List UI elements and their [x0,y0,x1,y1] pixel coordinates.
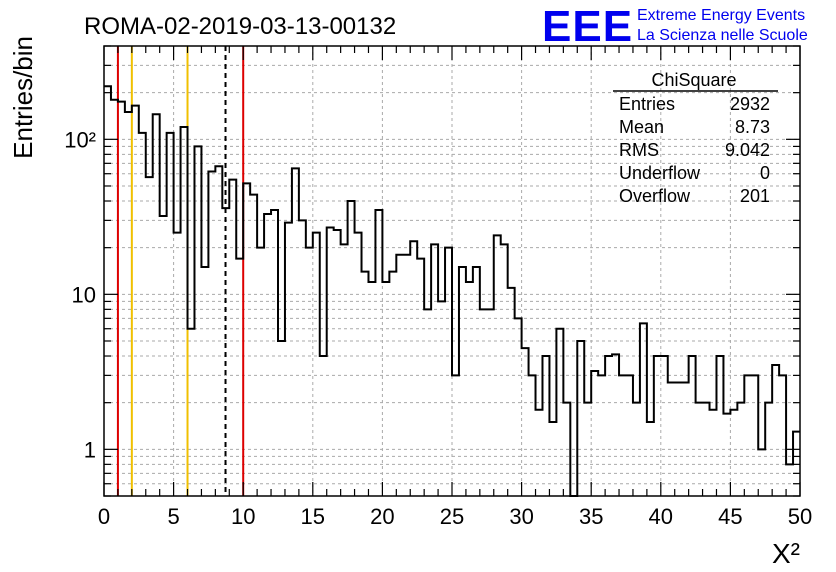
x-tick-label: 20 [370,504,394,529]
x-tick-label: 10 [231,504,255,529]
stats-value-entries: 2932 [730,94,770,114]
x-tick-label: 35 [579,504,603,529]
y-tick-labels: 1 10 10² [64,127,96,462]
x-tick-label: 30 [509,504,533,529]
stats-label-mean: Mean [619,117,664,137]
y-tick-label: 1 [84,437,96,462]
logo-line-1: Extreme Energy Events [637,7,805,24]
y-tick-label: 10 [72,282,96,307]
x-tick-labels: 0 5 10 15 20 25 30 35 40 45 50 [98,504,812,529]
x-tick-label: 15 [301,504,325,529]
logo-line-2: La Scienza nelle Scuole [637,27,808,44]
marker-lines [116,46,245,496]
stats-title: ChiSquare [651,70,736,90]
stats-value-overflow: 201 [740,186,770,206]
axis-ticks [103,45,801,497]
stats-value-rms: 9.042 [725,140,770,160]
x-tick-label: 5 [167,504,179,529]
logo-mark: EEE [542,2,633,51]
stats-label-overflow: Overflow [619,186,691,206]
x-tick-label: 0 [98,504,110,529]
stats-label-entries: Entries [619,94,675,114]
stats-value-mean: 8.73 [735,117,770,137]
x-tick-label: 50 [788,504,812,529]
x-tick-label: 45 [718,504,742,529]
x-tick-label: 40 [649,504,673,529]
x-tick-label: 25 [440,504,464,529]
y-axis-title: Entries/bin [8,36,38,159]
eee-logo: EEE Extreme Energy Events La Scienza nel… [542,2,808,51]
stats-label-underflow: Underflow [619,163,701,183]
run-title: ROMA-02-2019-03-13-00132 [84,13,396,40]
stats-label-rms: RMS [619,140,659,160]
histogram-outline [104,85,800,497]
stats-value-underflow: 0 [760,163,770,183]
x-axis-title: X² [772,538,800,569]
y-tick-label: 10² [64,127,96,152]
stats-box: ChiSquare Entries 2932 Mean 8.73 RMS 9.0… [613,70,778,206]
